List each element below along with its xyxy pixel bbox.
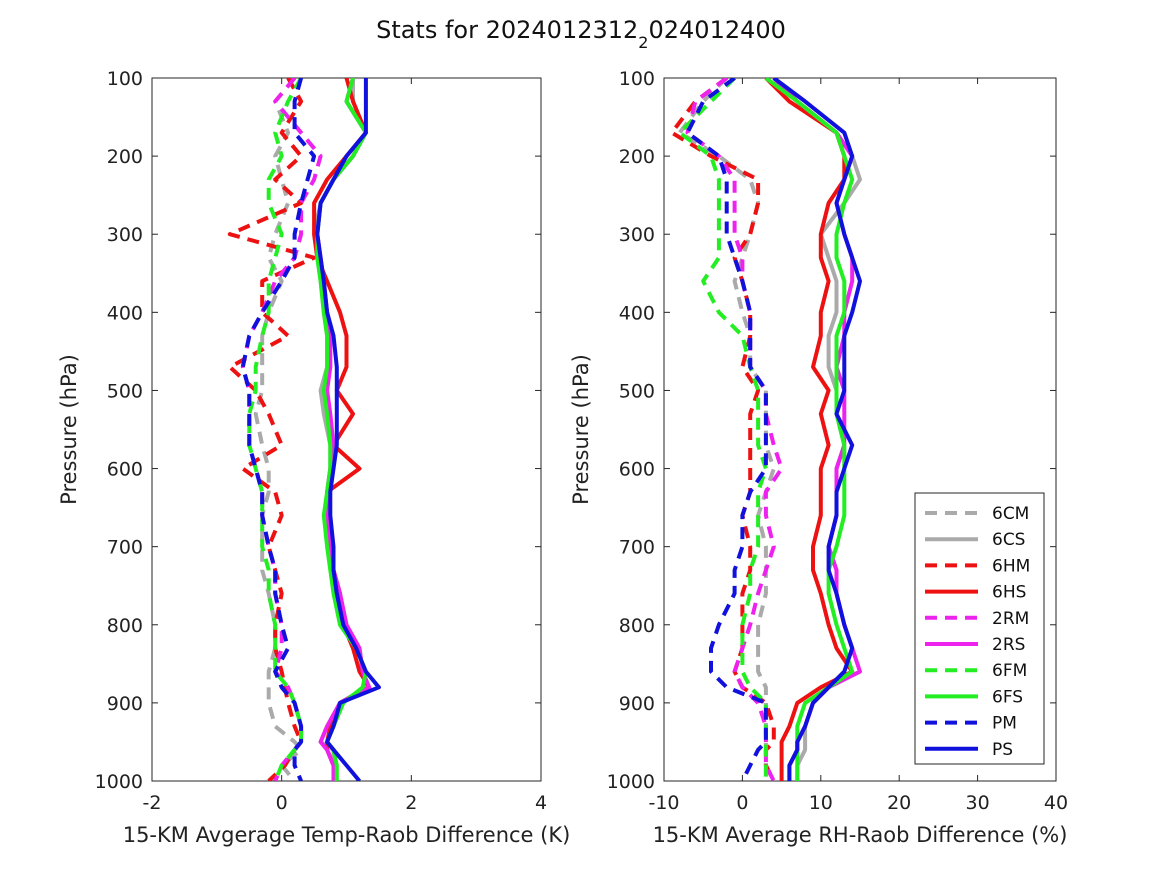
series-line-6hs bbox=[764, 78, 855, 781]
legend-label-pm: PM bbox=[992, 714, 1017, 734]
y-tick-label: 100 bbox=[619, 68, 655, 90]
legend-label-2rs: 2RS bbox=[992, 635, 1025, 655]
series-line-2rm bbox=[685, 78, 784, 781]
y-tick-label: 900 bbox=[107, 693, 143, 715]
legend-label-6hs: 6HS bbox=[992, 583, 1026, 603]
x-tick-label: -2 bbox=[143, 792, 162, 814]
series-line-6cs bbox=[312, 78, 368, 781]
series-line-pm bbox=[240, 78, 317, 781]
x-tick-label: 10 bbox=[809, 792, 833, 814]
legend-label-6fs: 6FS bbox=[992, 687, 1023, 707]
y-tick-label: 500 bbox=[619, 380, 655, 402]
legend-label-2rm: 2RM bbox=[992, 609, 1029, 629]
x-tick-label: 4 bbox=[535, 792, 547, 814]
x-tick-label: 2 bbox=[405, 792, 417, 814]
legend-label-6hm: 6HM bbox=[992, 556, 1030, 576]
rh-difference-chart: -10 0 10 20 30 40 100 200 300 400 500 600 700 800 900 1… bbox=[569, 68, 1068, 847]
x-tick-label: 0 bbox=[736, 792, 748, 814]
y-tick-label: 300 bbox=[619, 224, 655, 246]
series-line-6fm bbox=[677, 78, 768, 781]
figure-title: Stats for 20240123122024012400 bbox=[376, 16, 786, 52]
x-tick-label: 30 bbox=[966, 792, 990, 814]
y-tick-label: 100 bbox=[107, 68, 143, 90]
y-tick-label: 400 bbox=[107, 302, 143, 324]
legend-label-6cs: 6CS bbox=[992, 530, 1025, 550]
y-tick-label: 200 bbox=[107, 146, 143, 168]
x-tick-label: 40 bbox=[1044, 792, 1068, 814]
y-tick-label: 600 bbox=[107, 459, 143, 481]
y-tick-label: 500 bbox=[107, 380, 143, 402]
x-axis-label: 15-KM Average RH-Raob Difference (%) bbox=[653, 823, 1068, 847]
series-line-ps bbox=[772, 78, 862, 781]
x-tick-label: 20 bbox=[887, 792, 911, 814]
title-end: 024012400 bbox=[648, 16, 785, 44]
y-tick-label: 200 bbox=[619, 146, 655, 168]
y-tick-label: 300 bbox=[107, 224, 143, 246]
y-tick-label: 900 bbox=[619, 693, 655, 715]
y-tick-label: 1000 bbox=[95, 771, 143, 793]
y-tick-label: 400 bbox=[619, 302, 655, 324]
plot-frame bbox=[151, 77, 542, 782]
y-tick-label: 1000 bbox=[607, 771, 655, 793]
y-axis-label: Pressure (hPa) bbox=[569, 354, 593, 505]
temp-difference-chart: -2 0 2 4 100 200 300 400 500 600 700 800 900 1000 15-K… bbox=[57, 68, 570, 847]
series-group bbox=[669, 78, 862, 781]
y-tick-label: 700 bbox=[107, 537, 143, 559]
y-tick-label: 700 bbox=[619, 537, 655, 559]
x-tick-label: 0 bbox=[276, 792, 288, 814]
series-line-6hm bbox=[669, 78, 776, 781]
legend-label-ps: PS bbox=[992, 740, 1013, 760]
x-axis-label: 15-KM Avgerage Temp-Raob Difference (K) bbox=[123, 823, 571, 847]
series-group bbox=[227, 78, 381, 781]
y-tick-label: 800 bbox=[107, 615, 143, 637]
series-line-6hm bbox=[227, 78, 317, 781]
series-line-6hs bbox=[312, 78, 372, 781]
plot-frame bbox=[663, 77, 1057, 782]
y-tick-label: 800 bbox=[619, 615, 655, 637]
y-axis-label: Pressure (hPa) bbox=[57, 354, 81, 505]
title-main: Stats for 2024012312 bbox=[376, 16, 638, 44]
series-line-pm bbox=[685, 78, 768, 781]
legend-label-6cm: 6CM bbox=[992, 504, 1029, 524]
legend: 6CM 6CS 6HM 6HS 2RM 2RS 6FM 6FS PM PS bbox=[914, 492, 1045, 765]
x-tick-label: -10 bbox=[648, 792, 679, 814]
legend-label-6fm: 6FM bbox=[992, 661, 1027, 681]
title-subscript: 2 bbox=[638, 33, 648, 52]
series-line-ps bbox=[315, 78, 381, 781]
y-tick-label: 600 bbox=[619, 459, 655, 481]
